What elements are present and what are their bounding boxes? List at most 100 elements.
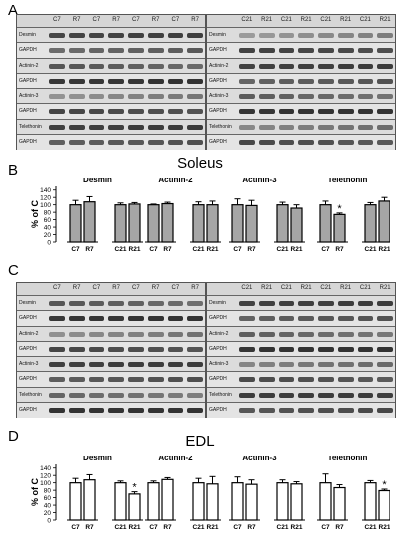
blot-row-label: Desmin: [209, 300, 226, 306]
lane-label: R7: [112, 285, 120, 291]
blot-band: [278, 407, 295, 413]
blot-band: [258, 94, 275, 99]
blot-band: [278, 392, 295, 398]
y-tick-label: 140: [40, 187, 51, 194]
blot-band: [49, 94, 65, 99]
blot-band: [278, 316, 295, 322]
bar: [231, 482, 244, 521]
blot-band: [318, 301, 334, 306]
significance-marker: *: [132, 482, 137, 494]
blot-band: [88, 331, 105, 337]
blot-row-label: GAPDH: [209, 406, 227, 413]
blot-band: [357, 33, 374, 38]
blot-band: [357, 316, 374, 322]
category-label: C21: [193, 246, 205, 253]
lane-label: C7: [53, 285, 61, 291]
blot-band: [377, 94, 393, 99]
blot-band: [298, 392, 314, 398]
panel-letter-d: D: [8, 428, 19, 445]
blot-row: Desmin: [207, 295, 395, 312]
y-tick-label: 40: [44, 503, 52, 510]
category-label: C7: [321, 246, 330, 253]
category-label: R21: [129, 524, 141, 531]
blot-band: [88, 94, 105, 99]
blot-band: [147, 109, 164, 115]
blot-band: [128, 109, 144, 115]
blot-band: [128, 63, 144, 69]
blot-band: [357, 346, 374, 352]
lane-label: C7: [171, 17, 180, 23]
panel-letter-a: A: [8, 2, 19, 19]
bar: [161, 478, 174, 521]
blot-band: [128, 316, 144, 322]
blot-row-label: GAPDH: [209, 77, 227, 84]
blot-band: [377, 392, 393, 398]
blot-band: [88, 124, 105, 130]
bar: [333, 486, 346, 521]
blot-band: [68, 109, 85, 115]
blot-band: [318, 392, 334, 398]
group-label: Actinin-2: [158, 178, 193, 184]
blot-band: [68, 316, 85, 322]
blot-band: [128, 346, 144, 352]
bar: [319, 482, 332, 521]
category-label: C7: [149, 246, 158, 253]
blot-band: [147, 94, 164, 99]
blot-row: GAPDH: [207, 371, 395, 388]
blot-band: [49, 377, 65, 383]
category-label: C7: [71, 524, 80, 531]
blot-band: [88, 346, 105, 352]
blot-band: [377, 346, 393, 352]
lane-label: R21: [340, 285, 352, 291]
blot-band: [298, 63, 314, 69]
blot-band: [357, 124, 374, 130]
blot-row: Actinin-3: [17, 356, 205, 373]
category-label: C21: [115, 524, 127, 531]
blot-band: [167, 94, 184, 99]
blot-row-label: Actinin-3: [209, 361, 229, 367]
blot-band: [68, 94, 85, 99]
blot-band: [337, 78, 354, 84]
blot-band: [318, 78, 334, 84]
blot-band: [377, 139, 393, 145]
blot-row: Actinin-3: [207, 88, 395, 105]
blot-band: [377, 48, 393, 54]
blot-band: [187, 392, 203, 398]
blot-band: [108, 331, 124, 337]
y-tick-label: 140: [40, 465, 51, 472]
y-axis-label: % of C: [30, 200, 40, 228]
blot-band: [239, 301, 255, 306]
lane-label: R21: [379, 17, 391, 23]
blot-band: [239, 377, 255, 383]
blot-row: Actinin-3: [207, 356, 395, 373]
category-label: R21: [291, 524, 303, 531]
blot-band: [167, 33, 184, 38]
blot-row-label: Actinin-3: [19, 93, 39, 99]
blot-band: [377, 78, 393, 84]
significance-marker: *: [382, 479, 387, 491]
blot-band: [318, 33, 334, 38]
significance-marker: *: [337, 203, 342, 215]
blot-band: [128, 392, 144, 398]
bar: [147, 204, 160, 243]
blot-band: [258, 331, 275, 337]
blot-row-label: GAPDH: [209, 376, 227, 383]
blot-band: [128, 33, 144, 38]
group-label: Desmin: [83, 456, 112, 462]
blot-row-label: GAPDH: [209, 47, 227, 54]
blot-band: [49, 109, 65, 115]
bar: [206, 483, 219, 521]
blot-band: [108, 78, 124, 84]
blot-band: [49, 48, 65, 54]
group-label: Actinin-3: [242, 456, 277, 462]
blot-band: [108, 139, 124, 145]
blot-band: [278, 109, 295, 115]
blot-band: [318, 63, 334, 69]
lane-label: C7: [53, 17, 61, 23]
blot-row: GAPDH: [207, 103, 395, 120]
category-label: R7: [85, 524, 94, 531]
lane-label: R21: [379, 285, 391, 291]
blot-row-label: Telethonin: [19, 123, 42, 130]
